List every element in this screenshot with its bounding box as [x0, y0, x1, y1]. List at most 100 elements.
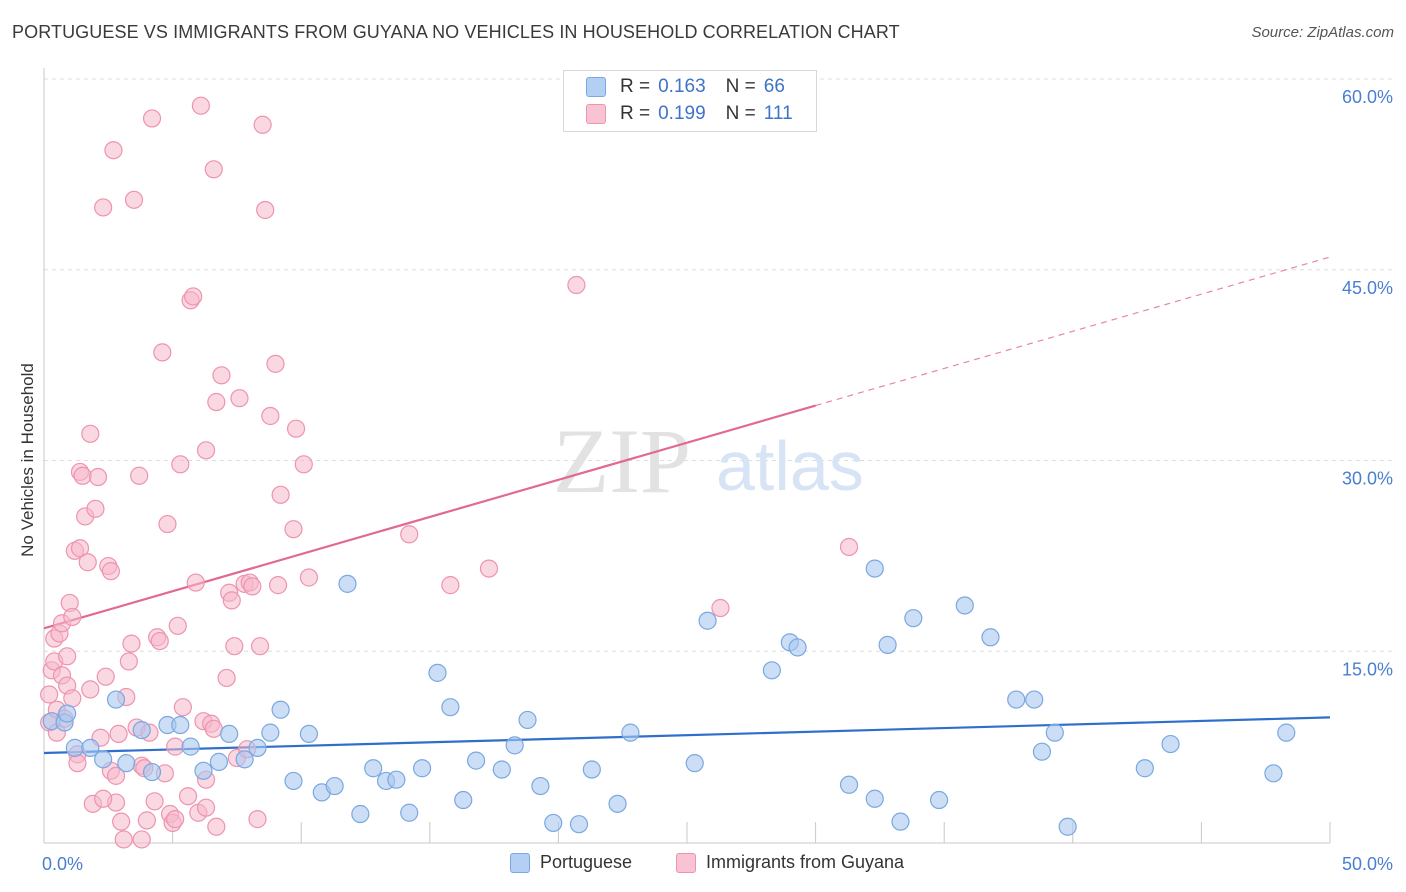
point-guyana — [217, 668, 236, 688]
x-tick-label-max: 50.0% — [1342, 854, 1393, 874]
point-guyana — [106, 766, 126, 785]
point-guyana — [145, 792, 164, 811]
trend-line-guyana — [43, 404, 816, 630]
point-portuguese — [387, 770, 406, 789]
series-legend: Portuguese Immigrants from Guyana — [0, 852, 1406, 878]
point-guyana — [153, 343, 172, 362]
series-immigrants-from-guyana — [40, 96, 859, 849]
y-tick-label-15: 15.0% — [1342, 659, 1393, 679]
legend-swatch-blue — [586, 77, 606, 97]
point-guyana — [196, 798, 216, 817]
legend-item-portuguese: Portuguese — [510, 852, 632, 873]
point-guyana — [479, 559, 499, 578]
legend-swatch-pink — [676, 852, 696, 873]
point-portuguese — [181, 737, 200, 756]
point-portuguese — [608, 794, 627, 813]
point-portuguese — [106, 690, 126, 709]
grid-lines — [44, 78, 1392, 652]
point-portuguese — [261, 723, 280, 742]
point-portuguese — [621, 723, 640, 742]
legend-r-value: 0.163 — [658, 76, 706, 97]
point-portuguese — [891, 812, 910, 831]
point-guyana — [112, 812, 131, 831]
point-portuguese — [569, 815, 589, 834]
point-guyana — [212, 366, 231, 385]
point-portuguese — [531, 776, 550, 796]
point-guyana — [137, 811, 156, 830]
legend-swatch-blue — [510, 852, 530, 873]
point-portuguese — [518, 710, 537, 730]
point-guyana — [839, 537, 859, 557]
point-portuguese — [865, 559, 884, 578]
point-guyana — [441, 576, 460, 595]
point-guyana — [58, 647, 77, 666]
point-portuguese — [544, 813, 563, 833]
point-guyana — [191, 96, 210, 115]
point-portuguese — [65, 738, 84, 757]
point-guyana — [88, 467, 108, 487]
point-portuguese — [412, 759, 432, 778]
legend-r-label: R = — [620, 76, 651, 97]
point-guyana — [63, 689, 82, 708]
point-guyana — [122, 634, 141, 653]
point-guyana — [70, 539, 90, 558]
point-portuguese — [762, 661, 781, 680]
point-guyana — [94, 198, 113, 217]
point-portuguese — [194, 761, 213, 780]
y-tick-label-30: 30.0% — [1342, 469, 1393, 489]
point-portuguese — [248, 738, 267, 757]
point-guyana — [166, 737, 185, 756]
point-portuguese — [1277, 723, 1296, 742]
point-portuguese — [338, 574, 357, 593]
point-portuguese — [94, 750, 113, 769]
legend-n-label: N = — [725, 103, 756, 124]
legend-label-portuguese: Portuguese — [540, 852, 633, 872]
point-guyana — [196, 441, 216, 460]
point-guyana — [266, 354, 285, 373]
point-portuguese — [235, 750, 254, 769]
point-guyana — [207, 817, 226, 836]
point-portuguese — [492, 760, 511, 779]
point-portuguese — [325, 776, 344, 796]
tick-labels: 15.0% 30.0% 45.0% 60.0% 0.0% 50.0% — [42, 87, 1393, 874]
point-guyana — [63, 607, 82, 627]
point-guyana — [104, 141, 123, 160]
point-portuguese — [271, 700, 290, 719]
point-guyana — [567, 275, 586, 295]
point-guyana — [119, 652, 138, 671]
point-guyana — [73, 466, 92, 485]
point-portuguese — [454, 790, 473, 810]
point-portuguese — [582, 760, 601, 779]
point-portuguese — [132, 720, 151, 740]
point-portuguese — [865, 789, 884, 808]
point-guyana — [204, 160, 223, 179]
point-guyana — [166, 810, 185, 829]
point-portuguese — [299, 724, 319, 744]
point-portuguese — [839, 775, 859, 794]
point-portuguese — [685, 754, 704, 773]
point-guyana — [168, 616, 187, 635]
point-guyana — [207, 392, 226, 412]
correlation-legend: R = 0.163 N = 66 R = 0.199 N = 111 — [563, 70, 817, 132]
point-portuguese — [220, 724, 239, 744]
point-portuguese — [284, 771, 303, 791]
point-portuguese — [466, 751, 486, 770]
point-portuguese — [698, 611, 717, 630]
point-portuguese — [364, 759, 383, 778]
point-guyana — [243, 577, 262, 596]
point-portuguese — [400, 803, 419, 822]
point-guyana — [711, 598, 730, 618]
legend-row-portuguese: R = 0.163 N = 66 — [586, 75, 785, 99]
point-portuguese — [117, 754, 136, 773]
point-guyana — [150, 631, 169, 651]
point-portuguese — [351, 804, 370, 824]
point-portuguese — [1135, 759, 1154, 778]
point-guyana — [81, 424, 100, 443]
point-guyana — [132, 830, 151, 849]
point-guyana — [114, 830, 133, 849]
point-guyana — [256, 200, 275, 220]
point-portuguese — [142, 762, 162, 782]
point-guyana — [186, 573, 205, 592]
point-portuguese — [1007, 690, 1026, 709]
point-guyana — [284, 520, 303, 539]
